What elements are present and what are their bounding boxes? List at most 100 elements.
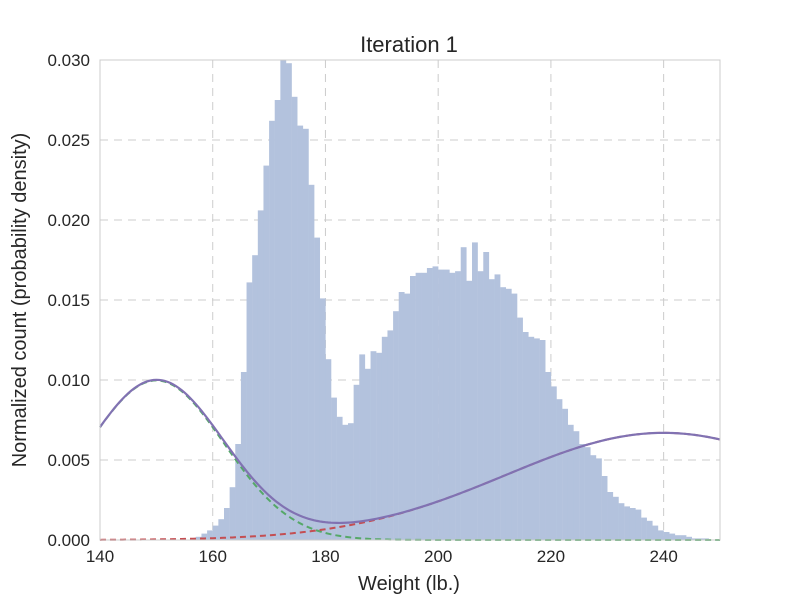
histogram-bar xyxy=(686,536,693,540)
histogram-bar xyxy=(528,336,535,540)
histogram-bar xyxy=(517,317,523,540)
histogram-bar xyxy=(488,279,495,540)
histogram-bar xyxy=(212,525,219,540)
histogram-bar xyxy=(629,508,636,540)
histogram-bar xyxy=(505,288,512,540)
histogram-bar xyxy=(579,444,585,540)
histogram-bar xyxy=(348,423,354,540)
histogram-bar xyxy=(658,530,664,540)
histogram-bar xyxy=(455,271,461,540)
x-tick-label: 160 xyxy=(199,547,227,566)
histogram-bar xyxy=(246,282,253,540)
histogram-bar xyxy=(443,269,450,540)
histogram-bar xyxy=(562,408,569,540)
histogram-bar xyxy=(381,336,388,540)
histogram-bar xyxy=(229,487,236,540)
histogram-bar xyxy=(646,520,653,540)
histogram-bar xyxy=(522,332,529,540)
mixture-curve xyxy=(99,378,721,525)
histogram-bar xyxy=(387,330,394,540)
histogram-bar xyxy=(224,508,230,540)
histogram-bar xyxy=(364,368,371,540)
histogram-bar xyxy=(432,266,439,540)
y-tick-label: 0.000 xyxy=(47,531,90,550)
histogram-bar xyxy=(618,503,625,540)
histogram-bar xyxy=(663,532,670,540)
histogram-bar xyxy=(534,338,540,540)
histogram-bar xyxy=(302,128,309,541)
histogram-bar xyxy=(398,292,405,540)
x-tick-label: 220 xyxy=(537,547,565,566)
histogram-bar xyxy=(269,120,275,541)
tick-labels: 140 160 180 200 220 240 0.000 0.005 0.010 0.015 0.… xyxy=(47,51,677,566)
x-axis-label: Weight (lb.) xyxy=(358,573,460,595)
histogram-bar xyxy=(500,287,507,540)
histogram-bar xyxy=(438,269,445,540)
histogram-bar xyxy=(596,458,602,540)
histogram-bar xyxy=(483,252,490,540)
y-tick-label: 0.025 xyxy=(47,131,90,150)
histogram-bar xyxy=(511,293,518,540)
histogram-bar xyxy=(297,125,304,540)
histogram-bar xyxy=(280,60,287,540)
histogram-bar xyxy=(325,359,332,540)
y-tick-label: 0.015 xyxy=(47,291,90,310)
histogram-bar xyxy=(426,268,433,540)
histogram-bar xyxy=(691,538,698,540)
histogram-bar xyxy=(624,506,631,540)
histogram-bar xyxy=(460,247,467,540)
histogram-bar xyxy=(314,237,321,540)
histogram-bar xyxy=(291,96,298,541)
histogram-bar xyxy=(404,293,411,540)
histogram-bar xyxy=(466,280,473,540)
histogram-bar xyxy=(286,63,292,540)
histogram-bar xyxy=(652,525,659,540)
histogram-bar xyxy=(494,274,501,540)
y-tick-label: 0.030 xyxy=(47,51,90,70)
histogram-bar xyxy=(376,352,383,540)
histogram-bar xyxy=(308,184,315,541)
histogram-bar xyxy=(539,340,546,540)
histogram-bar xyxy=(257,210,264,540)
histogram-bar xyxy=(410,276,416,540)
histogram-bar xyxy=(584,447,591,540)
histogram-bar xyxy=(319,298,326,540)
histogram-bar xyxy=(218,519,225,540)
histogram-bar xyxy=(669,533,676,540)
histogram-bar xyxy=(415,272,422,540)
histogram-bar xyxy=(235,444,242,540)
histogram-bar xyxy=(263,165,270,540)
histogram-bar xyxy=(359,354,366,540)
x-tick-label: 200 xyxy=(424,547,452,566)
y-tick-label: 0.020 xyxy=(47,211,90,230)
histogram-bar xyxy=(370,351,377,540)
histogram-bar xyxy=(612,496,619,540)
histogram-bar xyxy=(393,311,399,540)
x-tick-label: 240 xyxy=(649,547,677,566)
y-axis-label: Normalized count (probability density) xyxy=(9,133,31,468)
histogram-bar xyxy=(353,384,360,540)
histogram-bar xyxy=(342,424,349,540)
histogram-bar xyxy=(252,255,259,540)
histogram-bar xyxy=(550,386,557,540)
histogram-bar xyxy=(601,476,608,540)
plot-frame xyxy=(99,59,721,541)
histogram-bar xyxy=(240,372,247,540)
histogram-bar xyxy=(336,416,343,540)
histogram-bar xyxy=(201,533,208,540)
x-tick-label: 140 xyxy=(86,547,114,566)
histogram-bar xyxy=(641,517,647,540)
histogram-bar xyxy=(274,100,281,540)
histogram-bar xyxy=(331,397,337,540)
histogram-bar xyxy=(556,399,563,540)
histogram-bar xyxy=(449,272,456,540)
histogram-bar xyxy=(545,372,552,540)
histogram-bar xyxy=(567,424,574,540)
histogram-bar xyxy=(680,535,687,540)
histogram-bar xyxy=(472,242,478,540)
x-tick-label: 180 xyxy=(311,547,339,566)
histogram-bars xyxy=(190,60,709,541)
histogram-bar xyxy=(590,455,597,540)
histogram-bar xyxy=(207,530,213,540)
